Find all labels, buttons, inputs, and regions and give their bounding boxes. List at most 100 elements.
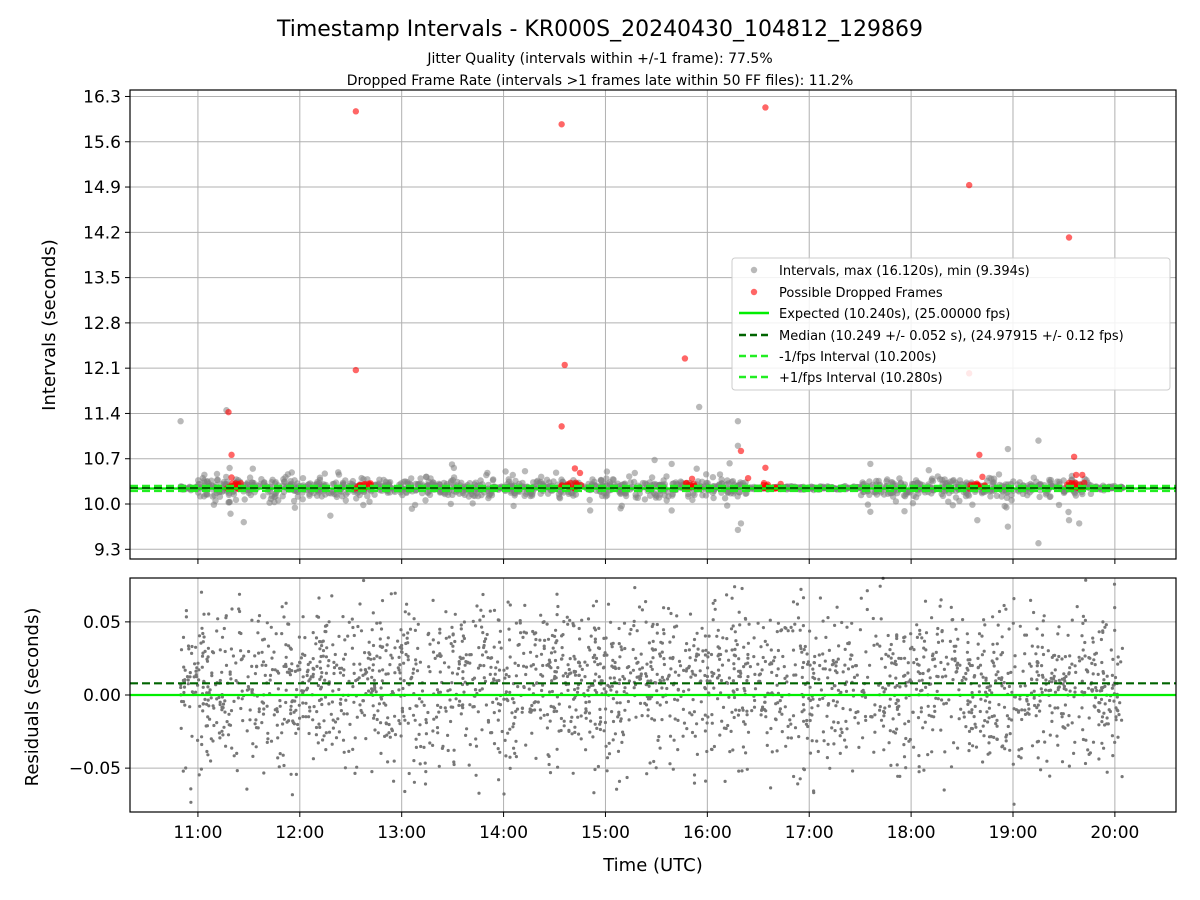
residual-point	[492, 645, 496, 649]
residuals-axes-frame	[129, 577, 1177, 813]
residual-point	[698, 669, 702, 673]
residual-point	[644, 600, 648, 604]
residual-point	[632, 624, 636, 628]
interval-point	[304, 481, 312, 488]
residual-point	[298, 661, 302, 665]
residual-point	[1070, 721, 1074, 725]
residual-point	[486, 656, 490, 660]
residual-point	[724, 726, 728, 731]
residual-point	[1067, 672, 1071, 676]
residual-point	[234, 661, 238, 665]
residual-point	[935, 632, 939, 636]
residual-point	[1062, 672, 1066, 676]
residual-point	[656, 738, 660, 743]
residual-point	[710, 747, 714, 752]
residual-point	[1068, 689, 1072, 693]
residual-point	[543, 638, 547, 643]
residual-point	[577, 732, 581, 736]
residual-point	[895, 634, 899, 638]
residual-point	[724, 649, 728, 653]
residual-point	[666, 606, 671, 611]
residual-point	[399, 628, 403, 632]
x-tick-label: 20:00	[1090, 823, 1139, 843]
residual-point	[303, 636, 307, 640]
residual-point	[871, 616, 875, 621]
residual-point	[304, 701, 308, 705]
interval-point	[726, 460, 733, 467]
residual-point	[598, 716, 603, 720]
residual-point	[886, 654, 891, 658]
interval-point	[734, 418, 742, 425]
residual-point	[263, 673, 267, 678]
residual-point	[480, 687, 484, 691]
residual-point	[799, 646, 803, 651]
residual-point	[352, 633, 356, 638]
residual-point	[620, 648, 624, 652]
residual-point	[873, 730, 877, 734]
interval-point	[331, 490, 338, 498]
interval-point	[477, 477, 484, 484]
residual-point	[1116, 709, 1120, 713]
residual-point	[317, 596, 321, 600]
residual-point	[497, 618, 501, 622]
residual-point	[903, 635, 907, 639]
residual-point	[189, 800, 193, 804]
residual-point	[284, 688, 288, 692]
residual-point	[845, 625, 849, 629]
residual-point	[764, 715, 768, 719]
residual-point	[746, 652, 750, 657]
residual-point	[783, 705, 787, 709]
residual-point	[371, 663, 375, 667]
residual-point	[1078, 659, 1082, 663]
residual-point	[489, 665, 493, 669]
residual-point	[966, 699, 970, 703]
residual-point	[504, 673, 508, 677]
residual-point	[897, 656, 901, 660]
residual-point	[944, 655, 949, 659]
residual-point	[379, 721, 383, 725]
residual-point	[1028, 662, 1032, 666]
residual-point	[717, 673, 721, 678]
residual-point	[548, 771, 553, 775]
interval-point	[271, 490, 278, 498]
residual-point	[782, 665, 786, 669]
residual-point	[207, 612, 211, 616]
residual-point	[792, 774, 796, 779]
residual-point	[617, 642, 621, 646]
residual-point	[324, 671, 328, 675]
residual-point	[883, 687, 888, 691]
residual-point	[886, 633, 890, 638]
residual-point	[428, 670, 432, 674]
residual-point	[342, 712, 346, 716]
residual-point	[1039, 768, 1043, 772]
residual-point	[577, 660, 581, 664]
residual-point	[535, 654, 539, 658]
residual-point	[1059, 712, 1064, 716]
residual-point	[223, 710, 227, 714]
residual-point	[555, 639, 559, 643]
residual-point	[725, 637, 729, 641]
interval-point	[668, 507, 675, 514]
interval-point	[691, 491, 698, 498]
residual-point	[324, 748, 328, 752]
residual-point	[260, 650, 264, 654]
residual-point	[931, 728, 935, 732]
residual-point	[256, 631, 260, 635]
interval-point	[703, 471, 710, 478]
residual-point	[826, 616, 830, 620]
chart-subtitle-dropped: Dropped Frame Rate (intervals >1 frames …	[347, 73, 854, 89]
interval-point	[385, 479, 392, 486]
residual-point	[345, 712, 349, 716]
residual-point	[730, 648, 734, 652]
residual-point	[474, 773, 478, 777]
residual-point	[1002, 705, 1007, 709]
interval-point	[485, 492, 493, 499]
residual-point	[348, 722, 352, 727]
residual-point	[658, 678, 662, 682]
residual-point	[646, 714, 650, 718]
residual-point	[622, 621, 627, 625]
residual-point	[250, 688, 254, 692]
residual-point	[393, 646, 397, 650]
residual-point	[1005, 714, 1010, 718]
residual-point	[874, 634, 878, 638]
